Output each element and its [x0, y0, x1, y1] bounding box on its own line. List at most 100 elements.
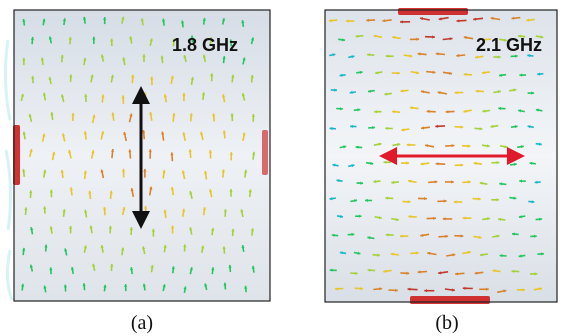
- vector-a-head: [209, 37, 213, 40]
- vector-b-head: [400, 234, 403, 238]
- vector-b-head: [408, 215, 412, 219]
- vector-b-head: [432, 35, 435, 39]
- panel-b-frame: [324, 9, 558, 303]
- vector-a-head: [163, 245, 167, 248]
- vector-a-head: [221, 18, 226, 22]
- vector-b-head: [385, 233, 389, 237]
- vector-a-head: [68, 37, 72, 40]
- vector-b-head: [332, 163, 336, 167]
- vector-b-head: [375, 71, 379, 75]
- vector-a-head: [240, 209, 244, 213]
- vector-b-head: [490, 16, 494, 21]
- vector-a-head: [188, 149, 192, 153]
- vector-b-head: [426, 109, 430, 114]
- vector-a-head: [121, 95, 125, 99]
- vector-a-head: [129, 227, 133, 230]
- vector-a-head: [82, 16, 87, 20]
- vector-a-head: [29, 149, 33, 153]
- vector-b-head: [373, 34, 377, 38]
- vector-a-head: [92, 263, 96, 267]
- vector-b-head: [498, 217, 501, 221]
- vector-b-head: [357, 108, 361, 112]
- vector-a-head: [170, 152, 174, 156]
- vector-b-head: [374, 110, 377, 114]
- vector-b-head: [473, 17, 477, 21]
- vector-b-head: [513, 88, 517, 92]
- vector-a-head: [212, 113, 216, 117]
- vector-b-head: [407, 200, 411, 204]
- vector-a-head: [223, 209, 227, 212]
- vector-b-head: [453, 200, 457, 204]
- panel-a-frequency-label: 1.8 GHz: [172, 35, 238, 55]
- vector-b-head: [379, 287, 383, 291]
- vector-a-head: [22, 19, 26, 22]
- vector-a-head: [90, 74, 94, 78]
- vector-a-head: [183, 286, 187, 290]
- vector-b-head: [482, 38, 485, 42]
- vector-b-head: [445, 110, 449, 114]
- vector-b-head: [416, 71, 419, 75]
- vector-a-head: [172, 113, 176, 116]
- vector-a-head: [230, 113, 234, 117]
- vector-b-head: [343, 145, 347, 149]
- vector-b-head: [526, 18, 530, 22]
- vector-a-head: [21, 283, 25, 287]
- vector-a-head: [52, 151, 56, 155]
- vector-b-head: [378, 142, 382, 146]
- vector-b-head: [332, 53, 336, 57]
- vector-a-head: [28, 114, 32, 118]
- vector-a-head: [202, 18, 206, 21]
- panel-a-caption: (a): [131, 312, 153, 334]
- vector-b-head: [417, 270, 421, 274]
- vector-b-head: [401, 128, 405, 132]
- vector-b-head: [397, 142, 401, 147]
- vector-a-head: [182, 208, 186, 212]
- vector-a-head: [244, 285, 248, 289]
- vector-b-head: [449, 71, 453, 75]
- vector-b-head: [395, 217, 399, 222]
- vector-b-head: [451, 144, 455, 148]
- vector-b-head: [539, 287, 542, 291]
- vector-b-head: [385, 126, 389, 130]
- vector-b-head: [427, 251, 431, 255]
- vector-b-head: [391, 180, 395, 185]
- vector-a-head: [110, 149, 115, 152]
- vector-b-head: [451, 180, 454, 184]
- vector-b-head: [467, 144, 471, 148]
- vector-b-head: [437, 91, 441, 95]
- vector-b-head: [346, 19, 349, 23]
- vector-b-head: [462, 216, 466, 220]
- vector-b-head: [479, 127, 483, 131]
- vector-a-head: [170, 225, 175, 229]
- vector-a-head: [142, 54, 146, 58]
- vector-b-head: [527, 54, 531, 58]
- vector-a-head: [42, 18, 46, 22]
- vector-b-head: [540, 35, 544, 39]
- vector-a-head: [108, 225, 112, 229]
- vector-b-head: [342, 38, 345, 42]
- vector-b-head: [384, 92, 388, 96]
- vector-b-head: [349, 90, 353, 94]
- vector-b-head: [497, 55, 501, 59]
- vector-b-head: [443, 199, 447, 203]
- vector-a-head: [29, 190, 33, 194]
- vector-b-head: [463, 72, 467, 77]
- vector-a-head: [84, 94, 88, 97]
- vector-b-head: [467, 180, 471, 184]
- vector-a-head: [241, 20, 245, 24]
- vector-b-head: [456, 19, 460, 23]
- vector-b-head: [435, 124, 439, 128]
- vector-a-head: [68, 226, 73, 229]
- vector-b-head: [480, 253, 484, 257]
- vector-b-head: [462, 286, 466, 290]
- vector-a-head: [149, 186, 153, 190]
- vector-b-head: [442, 217, 446, 221]
- vector-a-head: [201, 245, 205, 249]
- vector-a-head: [161, 131, 165, 135]
- vector-b-head: [409, 106, 413, 110]
- vector-b-head: [514, 125, 518, 129]
- vector-a-head: [223, 282, 227, 286]
- vector-a-head: [163, 209, 167, 213]
- panel-a-edge-highlights: [13, 125, 268, 185]
